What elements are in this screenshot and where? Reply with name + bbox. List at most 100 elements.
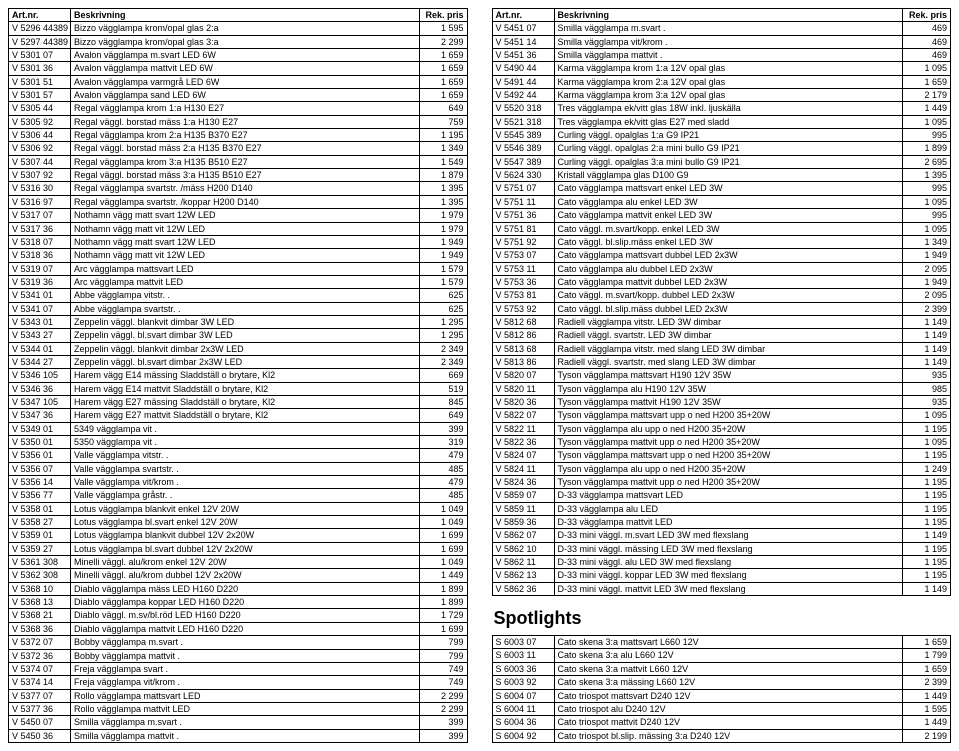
cell-price: 1 549 [419, 155, 467, 168]
cell-price: 1 595 [903, 702, 951, 715]
cell-price: 2 199 [903, 729, 951, 742]
cell-price: 1 049 [419, 556, 467, 569]
page: Art.nr. Beskrivning Rek. pris V 5296 443… [8, 8, 951, 743]
table-row: V 5341 01Abbe vägglampa vitstr. .625 [9, 289, 468, 302]
table-row: V 5824 07Tyson vägglampa mattsvart upp o… [492, 449, 951, 462]
cell-price: 799 [419, 649, 467, 662]
cell-desc: Valle vägglampa svartstr. . [71, 462, 420, 475]
table-row: V 5346 36Harem vägg E14 mattvit Sladdstä… [9, 382, 468, 395]
cell-art: V 5820 11 [492, 382, 554, 395]
cell-desc: Curling väggl. opalglas 1:a G9 IP21 [554, 129, 903, 142]
cell-art: V 5520 318 [492, 102, 554, 115]
cell-desc: Regal vägglampa svartstr. /mäss H200 D14… [71, 182, 420, 195]
cell-price: 1 049 [419, 502, 467, 515]
cell-price: 1 149 [903, 582, 951, 595]
cell-desc: Radiell väggl. svartstr. LED 3W dimbar [554, 329, 903, 342]
cell-desc: Curling väggl. opalglas 2:a mini bullo G… [554, 142, 903, 155]
cell-art: V 5306 92 [9, 142, 71, 155]
cell-desc: Avalon vägglampa mattvit LED 6W [71, 62, 420, 75]
cell-art: V 5319 07 [9, 262, 71, 275]
cell-desc: D-33 mini väggl. alu LED 3W med flexslan… [554, 556, 903, 569]
cell-desc: Cato vägglampa mattvit enkel LED 3W [554, 209, 903, 222]
cell-desc: Harem vägg E14 mässing Sladdställ o bryt… [71, 369, 420, 382]
table-row: S 6004 11Cato triospot alu D240 12V1 595 [492, 702, 951, 715]
cell-price: 2 399 [903, 302, 951, 315]
cell-art: V 5813 86 [492, 355, 554, 368]
table-row: S 6004 36Cato triospot mattvit D240 12V1… [492, 716, 951, 729]
cell-art: V 5301 36 [9, 62, 71, 75]
table-row: V 5305 92Regal väggl. borstad mäss 1:a H… [9, 115, 468, 128]
cell-desc: D-33 mini väggl. mässing LED 3W med flex… [554, 542, 903, 555]
cell-art: V 5356 01 [9, 449, 71, 462]
cell-desc: Cato vägglampa mattsvart dubbel LED 2x3W [554, 249, 903, 262]
cell-desc: D-33 mini väggl. m.svart LED 3W med flex… [554, 529, 903, 542]
table-row: V 5372 07Bobby vägglampa m.svart .799 [9, 636, 468, 649]
cell-art: V 5822 07 [492, 409, 554, 422]
cell-desc: Diablo vägglampa mäss LED H160 D220 [71, 582, 420, 595]
cell-art: V 5343 01 [9, 315, 71, 328]
cell-price: 1 899 [903, 142, 951, 155]
cell-price: 1 049 [419, 516, 467, 529]
table-row: V 5824 11Tyson vägglampa alu upp o ned H… [492, 462, 951, 475]
table-row: S 6004 92Cato triospot bl.slip. mässing … [492, 729, 951, 742]
cell-art: V 5341 01 [9, 289, 71, 302]
table-row: V 5491 44Karma vägglampa krom 2:a 12V op… [492, 75, 951, 88]
cell-price: 1 195 [903, 542, 951, 555]
table-row: V 5368 13Diablo vägglampa koppar LED H16… [9, 596, 468, 609]
cell-art: V 5305 92 [9, 115, 71, 128]
cell-art: V 5350 01 [9, 436, 71, 449]
cell-price: 1 249 [903, 462, 951, 475]
left-table: Art.nr. Beskrivning Rek. pris V 5296 443… [8, 8, 468, 743]
cell-price: 2 095 [903, 289, 951, 302]
cell-price: 1 095 [903, 436, 951, 449]
cell-art: V 5368 36 [9, 622, 71, 635]
cell-art: V 5521 318 [492, 115, 554, 128]
cell-desc: Harem vägg E27 mattvit Sladdställ o bryt… [71, 409, 420, 422]
cell-art: S 6003 36 [492, 662, 554, 675]
table-row: V 5753 92Cato väggl. bl.slip.mäss dubbel… [492, 302, 951, 315]
table-row: V 5307 44Regal vägglampa krom 3:a H135 B… [9, 155, 468, 168]
cell-art: S 6004 07 [492, 689, 554, 702]
cell-price: 1 095 [903, 115, 951, 128]
table-row: V 5822 11Tyson vägglampa alu upp o ned H… [492, 422, 951, 435]
cell-desc: D-33 vägglampa alu LED [554, 502, 903, 515]
cell-price: 1 095 [903, 62, 951, 75]
cell-desc: Arc vägglampa mattsvart LED [71, 262, 420, 275]
cell-price: 1 349 [903, 235, 951, 248]
cell-desc: Avalon vägglampa varmgrå LED 6W [71, 75, 420, 88]
cell-desc: Kristall vägglampa glas D100 G9 [554, 169, 903, 182]
cell-art: V 5359 01 [9, 529, 71, 542]
cell-price: 2 399 [903, 676, 951, 689]
cell-desc: Regal vägglampa krom 2:a H135 B370 E27 [71, 129, 420, 142]
table-row: S 6003 36Cato skena 3:a mattvit L660 12V… [492, 662, 951, 675]
table-row: V 5317 07Nothamn vägg matt svart 12W LED… [9, 209, 468, 222]
cell-price: 1 699 [419, 542, 467, 555]
cell-art: V 5751 07 [492, 182, 554, 195]
table-row: V 5751 81Cato väggl. m.svart/kopp. enkel… [492, 222, 951, 235]
table-row: V 5862 07D-33 mini väggl. m.svart LED 3W… [492, 529, 951, 542]
cell-art: V 5450 36 [9, 729, 71, 742]
cell-desc: Cato vägglampa alu dubbel LED 2x3W [554, 262, 903, 275]
cell-desc: Tres vägglampa ek/vitt glas E27 med slad… [554, 115, 903, 128]
cell-art: V 5824 36 [492, 476, 554, 489]
table-row: V 5492 44Karma vägglampa krom 3:a 12V op… [492, 89, 951, 102]
cell-art: V 5361 308 [9, 556, 71, 569]
table-row: S 6003 07Cato skena 3:a mattsvart L660 1… [492, 636, 951, 649]
cell-price: 1 195 [903, 489, 951, 502]
cell-desc: Tyson vägglampa alu upp o ned H200 35+20… [554, 422, 903, 435]
cell-price: 1 095 [903, 222, 951, 235]
table-row: V 5372 36Bobby vägglampa mattvit .799 [9, 649, 468, 662]
cell-price: 485 [419, 462, 467, 475]
cell-art: V 5547 389 [492, 155, 554, 168]
cell-desc: Lotus vägglampa bl.svart dubbel 12V 2x20… [71, 542, 420, 555]
table-row: V 5296 44389Bizzo vägglampa krom/opal gl… [9, 22, 468, 35]
cell-desc: Freja vägglampa vit/krom . [71, 676, 420, 689]
cell-price: 2 179 [903, 89, 951, 102]
cell-desc: Tyson vägglampa mattsvart upp o ned H200… [554, 409, 903, 422]
cell-desc: Tyson vägglampa mattvit upp o ned H200 3… [554, 436, 903, 449]
cell-price: 399 [419, 716, 467, 729]
cell-art: V 5820 07 [492, 369, 554, 382]
table-row: V 5358 01Lotus vägglampa blankvit enkel … [9, 502, 468, 515]
table-header-row: Art.nr. Beskrivning Rek. pris [492, 9, 951, 22]
cell-price: 935 [903, 369, 951, 382]
